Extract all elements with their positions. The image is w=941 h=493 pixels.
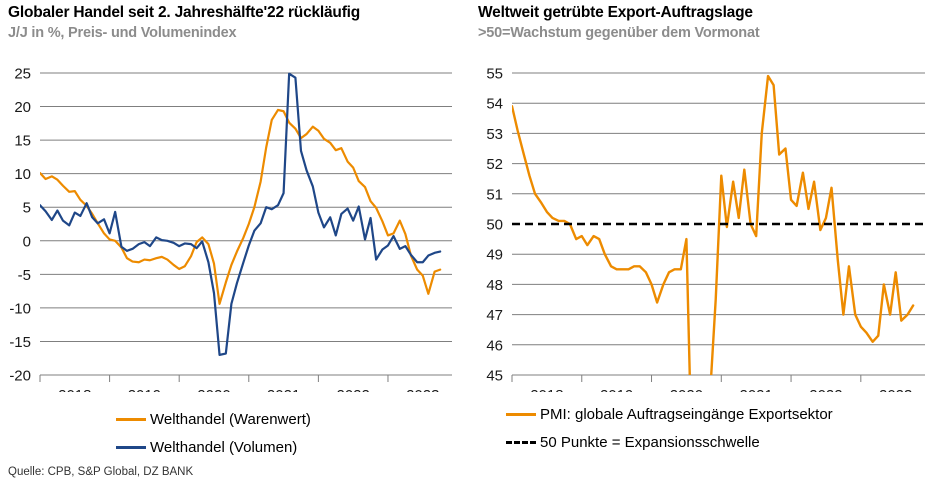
x-axis-tick-label: 2018 <box>530 387 563 392</box>
y-axis-tick-label: 49 <box>486 247 503 264</box>
line-chart-welthandel: 25 20 15 10 5 0 -5 -10 -15 -20 2018 2019 2020 2021 202… <box>9 66 452 392</box>
x-axis-tick-label: 2022 <box>809 387 842 392</box>
y-axis-tick-label: 51 <box>486 186 503 203</box>
x-axis-tick-label: 2023 <box>879 387 912 392</box>
legend-item[interactable]: Welthandel (Warenwert) <box>0 405 470 433</box>
x-axis-tick-label: 2023 <box>406 387 439 392</box>
legend-swatch-volumen <box>116 445 146 449</box>
x-axis-tick-label: 2022 <box>336 387 369 392</box>
legend-item[interactable]: Welthandel (Volumen) <box>0 433 470 461</box>
y-axis-tick-label: 10 <box>14 166 31 183</box>
legend-swatch-warenwert <box>116 417 146 421</box>
y-axis-tick-label: 45 <box>486 368 503 385</box>
chart-legend-pmi: PMI: globale Auftragseingänge Exportsekt… <box>470 400 941 456</box>
page-subtitle-right: >50=Wachstum gegenüber dem Vormonat <box>478 25 760 41</box>
y-axis-tick-label: -20 <box>9 368 31 385</box>
x-axis-tick-label: 2021 <box>267 387 300 392</box>
x-axis-tick-label: 2020 <box>197 387 230 392</box>
y-axis-tick-label: -5 <box>18 267 31 284</box>
y-axis-tick-label: 15 <box>14 133 31 150</box>
chart-panel-pmi: Weltweit getrübte Export-Auftragslage >5… <box>470 0 941 493</box>
x-axis-tick-label: 2019 <box>128 387 161 392</box>
y-axis-tick-label: 48 <box>486 277 503 294</box>
legend-label-volumen: Welthandel (Volumen) <box>150 438 298 456</box>
page-title: Globaler Handel seit 2. Jahreshälfte'22 … <box>8 4 361 21</box>
y-axis-tick-label: 25 <box>14 66 31 83</box>
x-axis-tick-label: 2021 <box>739 387 772 392</box>
y-axis-tick-label: 0 <box>23 233 31 250</box>
source-note: Quelle: CPB, S&P Global, DZ BANK <box>8 466 194 478</box>
legend-swatch-threshold <box>506 440 536 444</box>
page-subtitle: J/J in %, Preis- und Volumenindex <box>8 25 237 41</box>
y-axis-tick-label: -10 <box>9 300 31 317</box>
chart-legend-welthandel: Welthandel (Warenwert) Welthandel (Volum… <box>0 405 470 461</box>
y-axis-tick-label: 47 <box>486 307 503 324</box>
legend-item[interactable]: 50 Punkte = Expansionsschwelle <box>470 428 941 456</box>
series-line <box>40 108 442 305</box>
plot-area-welthandel: 25 20 15 10 5 0 -5 -10 -15 -20 2018 2019 2020 2021 202… <box>0 52 470 392</box>
plot-area-pmi: 55 54 53 52 51 50 49 48 47 46 45 2018 2019 2020 2021 20… <box>470 52 941 392</box>
y-axis-tick-label: -15 <box>9 334 31 351</box>
legend-label-pmi: PMI: globale Auftragseingänge Exportsekt… <box>540 405 833 423</box>
y-axis-tick-label: 54 <box>486 96 503 113</box>
x-axis-tick-label: 2019 <box>600 387 633 392</box>
series-line <box>40 72 442 356</box>
legend-item[interactable]: PMI: globale Auftragseingänge Exportsekt… <box>470 400 941 428</box>
y-axis-tick-label: 50 <box>486 217 503 234</box>
y-axis-tick-label: 55 <box>486 66 503 83</box>
x-axis-tick-label: 2020 <box>670 387 703 392</box>
legend-swatch-pmi <box>506 412 536 416</box>
x-axis-tick-label: 2018 <box>58 387 91 392</box>
y-axis-tick-label: 52 <box>486 156 503 173</box>
page-title-right: Weltweit getrübte Export-Auftragslage <box>478 4 753 21</box>
legend-label-warenwert: Welthandel (Warenwert) <box>150 410 311 428</box>
line-chart-pmi: 55 54 53 52 51 50 49 48 47 46 45 2018 2019 2020 2021 20… <box>486 66 925 392</box>
y-axis-tick-label: 5 <box>23 200 31 217</box>
y-axis-tick-label: 53 <box>486 126 503 143</box>
y-axis-tick-label: 20 <box>14 99 31 116</box>
chart-panel-welthandel: Globaler Handel seit 2. Jahreshälfte'22 … <box>0 0 470 493</box>
y-axis-tick-label: 46 <box>486 337 503 354</box>
legend-label-threshold: 50 Punkte = Expansionsschwelle <box>540 433 760 451</box>
series-line <box>512 74 915 375</box>
